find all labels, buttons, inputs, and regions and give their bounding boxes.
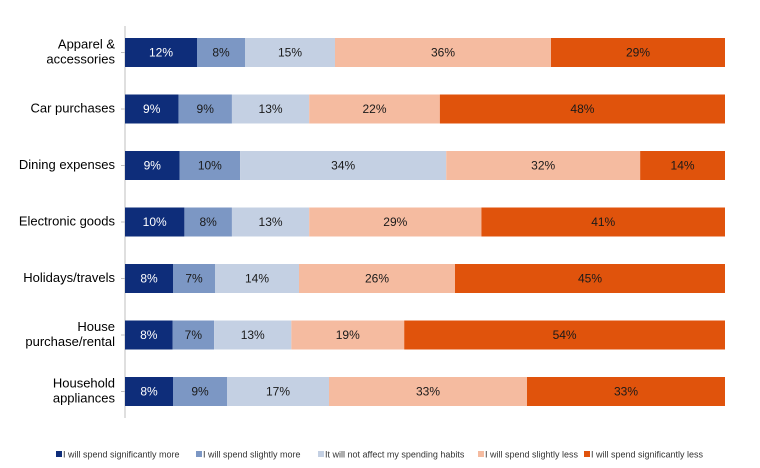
data-label: 7% [185, 272, 203, 286]
bar-segment [184, 207, 232, 237]
data-label: 9% [144, 159, 162, 173]
bar-segment [215, 264, 299, 293]
bar-segment [173, 377, 227, 406]
bar-segment [178, 94, 232, 124]
data-label: 10% [143, 215, 167, 229]
bar-segment [245, 38, 335, 67]
data-label: 14% [245, 272, 269, 286]
category-labels: Apparel &accessories Car purchases Dining … [19, 36, 116, 405]
bar-segment [640, 151, 725, 180]
data-label: 8% [212, 46, 230, 60]
data-label: 54% [553, 328, 577, 342]
data-label: 8% [140, 328, 158, 342]
bar-segment [227, 377, 329, 406]
bar-segment [125, 264, 173, 293]
data-label: 45% [578, 272, 602, 286]
category-label: House [77, 319, 115, 334]
bar-segment [125, 151, 180, 180]
data-label: 10% [198, 159, 222, 173]
category-label: Holidays/travels [23, 270, 115, 285]
bar-segment [329, 377, 527, 406]
bar-segment [439, 94, 725, 124]
data-label: 19% [336, 328, 360, 342]
data-label: 17% [266, 385, 290, 399]
category-label: appliances [53, 390, 116, 405]
y-axis [121, 26, 126, 418]
bar-segment [125, 207, 185, 237]
data-label: 12% [149, 46, 173, 60]
data-label: 8% [140, 385, 158, 399]
bar-segment [527, 377, 725, 406]
data-label: 22% [362, 102, 386, 116]
bar-segment [125, 320, 173, 350]
data-label: 13% [259, 215, 283, 229]
legend: I will spend significantly more I will sp… [56, 449, 704, 459]
data-label: 13% [259, 102, 283, 116]
bar-segment [125, 38, 197, 67]
bar-segment [309, 207, 482, 237]
bar-segment [335, 38, 551, 67]
legend-label: I will spend significantly less [591, 449, 704, 459]
bar-segment [404, 320, 725, 350]
bar-segment [125, 94, 179, 124]
data-label: 36% [431, 46, 455, 60]
data-label: 7% [185, 328, 203, 342]
legend-label: I will spend slightly less [485, 449, 579, 459]
data-label: 13% [241, 328, 265, 342]
bar-segment [240, 151, 447, 180]
data-label: 32% [531, 159, 555, 173]
data-label: 8% [140, 272, 158, 286]
legend-label: It will not affect my spending habits [325, 449, 465, 459]
category-label: Electronic goods [19, 213, 116, 228]
bar-segment [172, 320, 215, 350]
category-label: Household [53, 375, 115, 390]
category-label: accessories [46, 51, 115, 66]
bar-segment [173, 264, 215, 293]
data-label: 26% [365, 272, 389, 286]
legend-swatch [196, 451, 202, 457]
category-label: Apparel & [58, 36, 115, 51]
legend-label: I will spend significantly more [63, 449, 180, 459]
data-label: 41% [591, 215, 615, 229]
bars: 12% 8% 15% 36% 29% 9% 9% 13% 22% 48% 9% 10% 34% 32% 14… [125, 38, 725, 406]
category-label: Dining expenses [19, 157, 116, 172]
bar-segment [481, 207, 725, 237]
bar-segment [446, 151, 641, 180]
bar-segment [231, 94, 310, 124]
category-label: purchase/rental [25, 334, 115, 349]
data-label: 34% [331, 159, 355, 173]
data-label: 29% [626, 46, 650, 60]
data-label: 9% [197, 102, 215, 116]
data-label: 15% [278, 46, 302, 60]
bar-segment [309, 94, 440, 124]
bar-segment [551, 38, 725, 67]
data-label: 8% [199, 215, 217, 229]
bar-segment [299, 264, 455, 293]
data-label: 14% [671, 159, 695, 173]
legend-swatch [318, 451, 324, 457]
category-label: Car purchases [30, 100, 115, 115]
data-label: 33% [614, 385, 638, 399]
data-label: 9% [191, 385, 209, 399]
data-label: 48% [570, 102, 594, 116]
data-label: 29% [383, 215, 407, 229]
legend-swatch [478, 451, 484, 457]
bar-segment [231, 207, 310, 237]
bar-segment [197, 38, 245, 67]
legend-label: I will spend slightly more [203, 449, 301, 459]
bar-segment [125, 377, 173, 406]
bar-segment [291, 320, 405, 350]
data-label: 9% [143, 102, 161, 116]
legend-swatch [56, 451, 62, 457]
data-label: 33% [416, 385, 440, 399]
bar-segment [455, 264, 725, 293]
legend-swatch [584, 451, 590, 457]
bar-segment [214, 320, 292, 350]
bar-segment [179, 151, 241, 180]
